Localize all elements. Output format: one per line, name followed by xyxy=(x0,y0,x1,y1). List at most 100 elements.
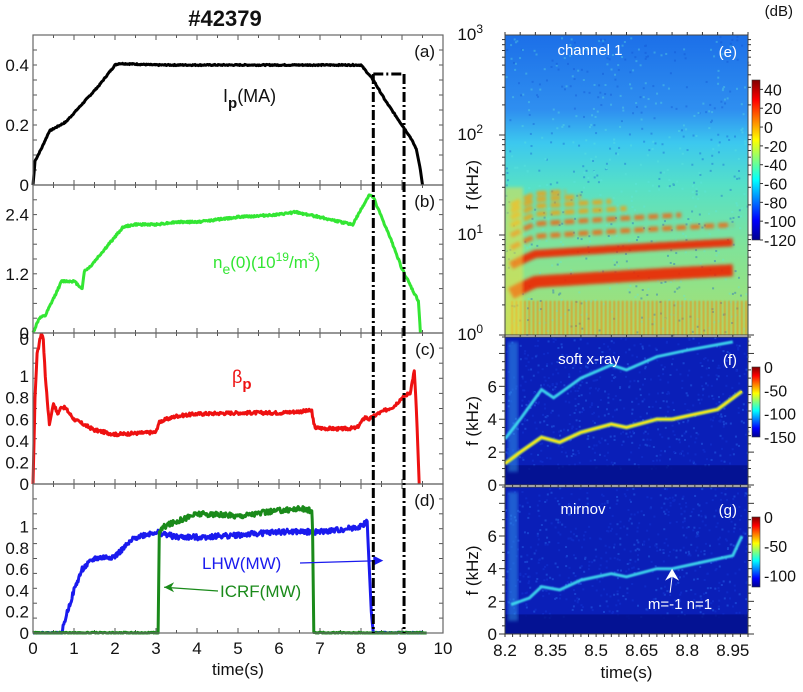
noise-pixel xyxy=(585,381,588,384)
noise-pixel xyxy=(653,51,656,54)
noise-pixel xyxy=(695,193,698,196)
noise-pixel xyxy=(621,443,624,446)
noise-pixel xyxy=(695,256,698,259)
noise-pixel xyxy=(737,276,740,279)
noise-pixel xyxy=(572,533,575,536)
y-tick-label: 6 xyxy=(488,527,497,546)
noise-pixel xyxy=(540,384,543,387)
noise-pixel xyxy=(666,590,669,593)
noise-pixel xyxy=(641,400,644,403)
noise-pixel xyxy=(583,115,586,118)
spectrogram-glow xyxy=(505,187,523,335)
noise-pixel xyxy=(584,300,587,303)
noise-pixel xyxy=(638,444,641,447)
noise-pixel xyxy=(538,515,541,518)
noise-pixel xyxy=(549,183,552,186)
noise-pixel xyxy=(541,442,544,445)
noise-pixel xyxy=(668,392,671,395)
noise-pixel xyxy=(665,341,668,344)
noise-pixel xyxy=(536,344,539,347)
noise-pixel xyxy=(567,537,570,540)
panel-a: 00.20.4(a)Ip(MA) xyxy=(5,34,444,195)
noise-pixel xyxy=(718,543,721,546)
noise-pixel xyxy=(588,91,591,94)
noise-pixel xyxy=(573,78,576,81)
colorbar-tick-label: -120 xyxy=(764,233,796,250)
noise-pixel xyxy=(668,550,671,553)
noise-pixel xyxy=(640,111,643,114)
noise-pixel xyxy=(534,608,537,611)
noise-pixel xyxy=(606,593,609,596)
noise-pixel xyxy=(526,501,529,504)
noise-pixel xyxy=(613,435,616,438)
noise-pixel xyxy=(663,171,666,174)
noise-pixel xyxy=(665,52,668,55)
noise-pixel xyxy=(699,152,702,155)
noise-pixel xyxy=(583,47,586,50)
x-tick-label: 6 xyxy=(274,639,283,658)
noise-pixel xyxy=(572,366,575,369)
y-tick-label: 2.4 xyxy=(5,206,29,225)
noise-pixel xyxy=(574,592,577,595)
noise-pixel xyxy=(592,411,595,414)
noise-pixel xyxy=(685,536,688,539)
x-tick-label: 0 xyxy=(28,639,37,658)
noise-pixel xyxy=(635,397,638,400)
streak xyxy=(727,300,731,335)
noise-pixel xyxy=(746,408,749,411)
streak xyxy=(625,300,629,335)
noise-pixel xyxy=(528,109,531,112)
y-tick-label: 0 xyxy=(488,476,497,495)
x-tick-label: 8.5 xyxy=(584,641,608,660)
noise-pixel xyxy=(538,239,541,242)
noise-pixel xyxy=(718,536,721,539)
noise-pixel xyxy=(574,557,577,560)
noise-pixel xyxy=(586,342,589,345)
noise-pixel xyxy=(680,512,683,515)
x-axis-label: time(s) xyxy=(212,660,264,679)
noise-pixel xyxy=(705,382,708,385)
noise-pixel xyxy=(634,560,637,563)
noise-pixel xyxy=(717,228,720,231)
mode-line-2 xyxy=(503,340,734,440)
noise-pixel xyxy=(698,171,701,174)
noise-pixel xyxy=(637,447,640,450)
noise-pixel xyxy=(717,144,720,147)
noise-pixel xyxy=(671,496,674,499)
noise-pixel xyxy=(745,545,748,548)
noise-pixel xyxy=(678,130,681,133)
noise-pixel xyxy=(558,224,561,227)
noise-pixel xyxy=(678,286,681,289)
annotation-icrf: ICRF(MW) xyxy=(220,582,301,601)
noise-pixel xyxy=(706,587,709,590)
noise-pixel xyxy=(699,173,702,176)
noise-pixel xyxy=(571,425,574,428)
noise-pixel xyxy=(678,503,681,506)
noise-pixel xyxy=(724,415,727,418)
noise-pixel xyxy=(585,139,588,142)
noise-pixel xyxy=(692,460,695,463)
noise-pixel xyxy=(595,132,598,135)
noise-pixel xyxy=(697,197,700,200)
noise-pixel xyxy=(527,368,530,371)
noise-pixel xyxy=(742,532,745,535)
noise-pixel xyxy=(609,236,612,239)
noise-pixel xyxy=(675,583,678,586)
noise-pixel xyxy=(554,386,557,389)
noise-pixel xyxy=(519,384,522,387)
noise-pixel xyxy=(689,459,692,462)
noise-pixel xyxy=(727,530,730,533)
noise-pixel xyxy=(602,43,605,46)
noise-pixel xyxy=(534,355,537,358)
noise-pixel xyxy=(596,578,599,581)
noise-pixel xyxy=(702,389,705,392)
noise-pixel xyxy=(726,351,729,354)
panel-label: (c) xyxy=(415,340,435,359)
noise-pixel xyxy=(535,549,538,552)
noise-pixel xyxy=(709,607,712,610)
noise-pixel xyxy=(557,263,560,266)
noise-pixel xyxy=(670,249,673,252)
noise-pixel xyxy=(513,61,516,64)
noise-pixel xyxy=(628,562,631,565)
